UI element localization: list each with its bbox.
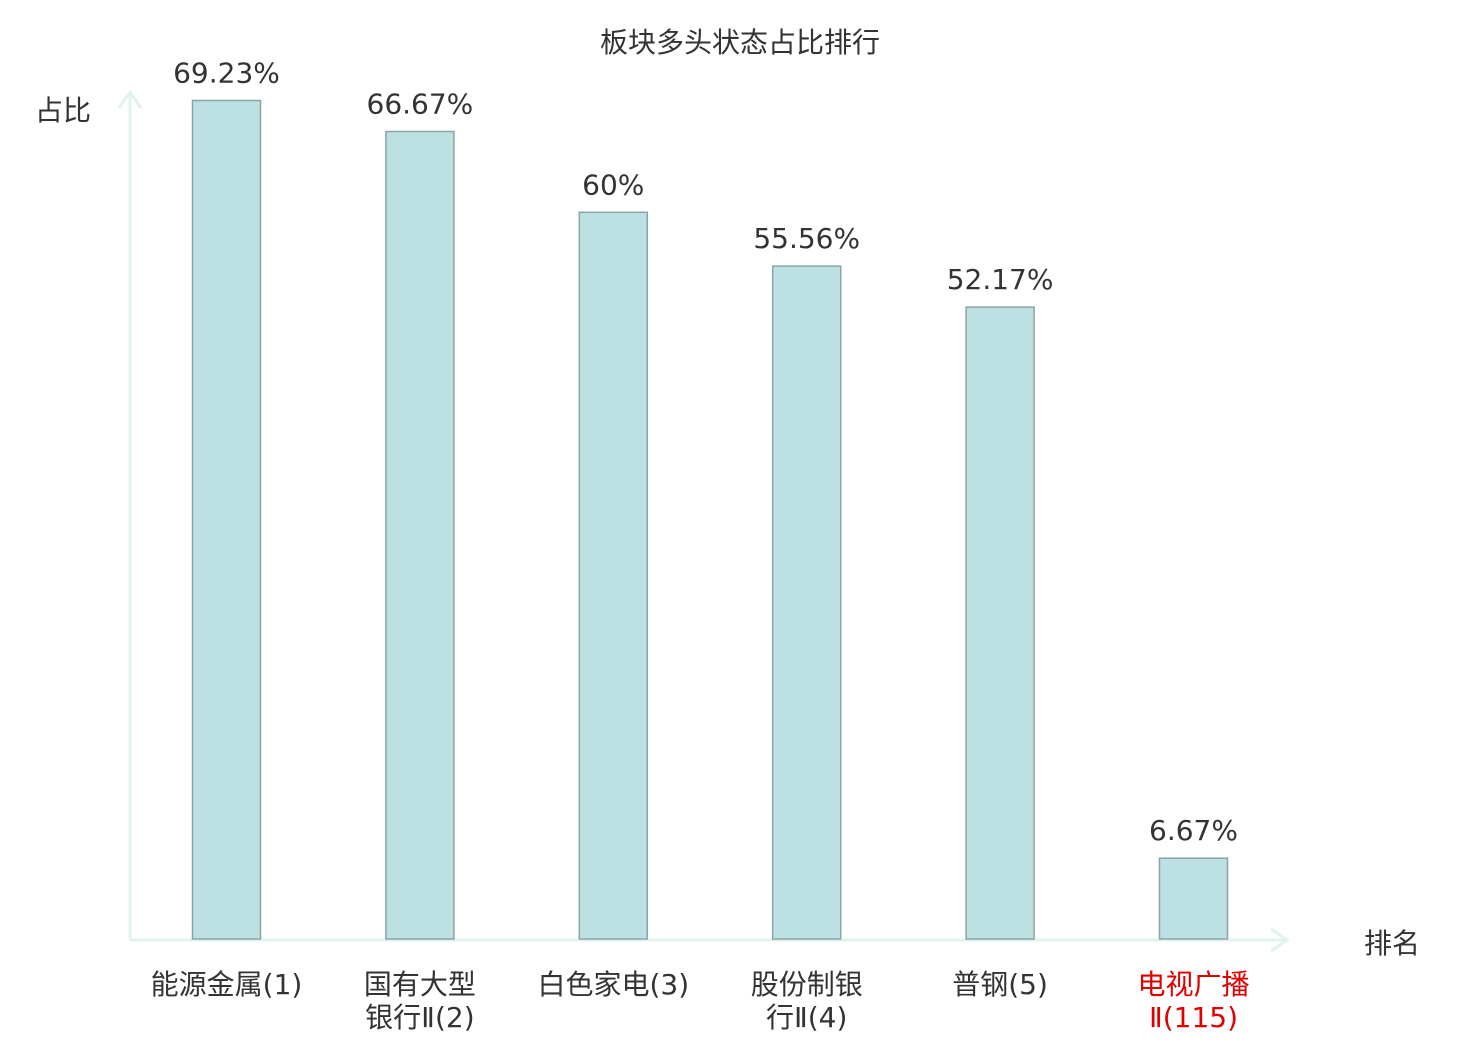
x-axis-arrow — [1270, 927, 1290, 953]
bar — [385, 130, 455, 940]
category-tick-label: 能源金属(1) — [151, 968, 303, 1001]
category-tick-label: 股份制银 — [751, 968, 863, 1001]
bar — [965, 306, 1035, 940]
category-tick-label: 国有大型 — [364, 968, 476, 1001]
bar — [191, 99, 262, 940]
axes — [117, 89, 1290, 953]
bar-value-label: 52.17% — [947, 263, 1054, 296]
bar-value-label: 69.23% — [173, 57, 280, 90]
bar — [1158, 857, 1229, 940]
x-axis-label: 排名 — [1364, 927, 1420, 960]
value-labels-group: 69.23% 66.67% 60% 55.56% 52.17% 6.67% — [173, 57, 1238, 848]
category-tick-label: 行Ⅱ(4) — [766, 1001, 847, 1034]
y-axis-arrow — [117, 89, 143, 109]
y-axis-label: 占比 — [35, 94, 91, 127]
category-tick-label: 普钢(5) — [952, 968, 1048, 1001]
bar — [771, 265, 842, 940]
category-tick-label: 电视广播 — [1137, 968, 1249, 1001]
bar — [578, 211, 649, 940]
category-tick-label: Ⅱ(115) — [1149, 1001, 1238, 1034]
category-tick-label: 白色家电(3) — [537, 968, 689, 1001]
category-tick-label: 银行Ⅱ(2) — [365, 1001, 474, 1034]
bar-value-label: 55.56% — [753, 222, 860, 255]
chart-title: 板块多头状态占比排行 — [600, 26, 880, 59]
bars-group — [191, 99, 1229, 940]
bar-value-label: 60% — [582, 168, 644, 201]
bar-value-label: 6.67% — [1149, 814, 1238, 847]
bar-value-label: 66.67% — [367, 88, 474, 121]
